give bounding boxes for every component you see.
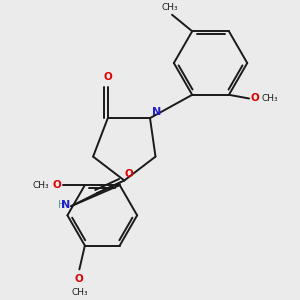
Text: CH₃: CH₃: [71, 289, 88, 298]
Text: N: N: [152, 106, 161, 117]
Text: O: O: [250, 94, 259, 103]
Text: N: N: [61, 200, 71, 210]
Text: O: O: [52, 180, 62, 190]
Text: CH₃: CH₃: [161, 3, 178, 12]
Text: CH₃: CH₃: [262, 94, 278, 103]
Text: O: O: [124, 169, 133, 179]
Text: O: O: [75, 274, 84, 284]
Text: O: O: [103, 72, 112, 82]
Text: H: H: [58, 200, 66, 210]
Text: CH₃: CH₃: [32, 181, 49, 190]
